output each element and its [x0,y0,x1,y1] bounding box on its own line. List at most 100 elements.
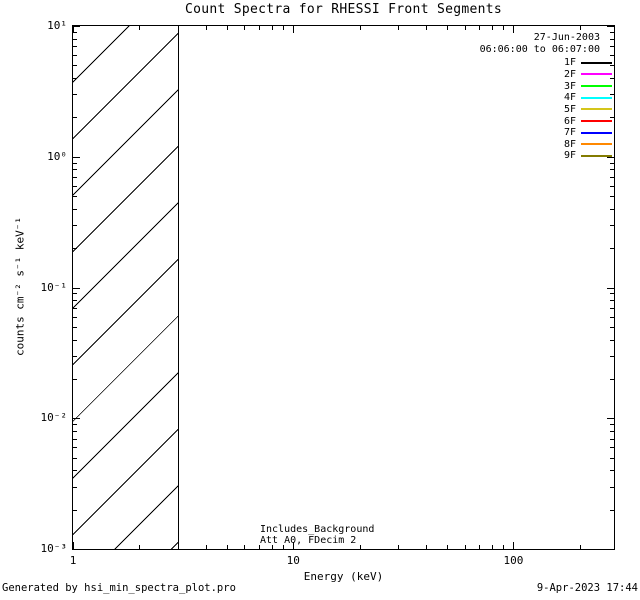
observation-date: 27-Jun-2003 [533,32,600,43]
x-axis-tick [398,26,399,30]
x-axis-tick [513,542,514,549]
y-axis-tick [73,288,80,289]
legend-label: 6F [563,115,576,127]
y-axis-tick [73,65,77,66]
x-axis-tick [178,545,179,549]
y-axis-tick [73,39,77,40]
legend-entry: 5F [564,104,612,116]
hatched-low-energy-region [73,26,179,549]
y-axis-tick [607,288,614,289]
x-axis-tick [503,26,504,30]
observation-datetime: 27-Jun-2003 06:06:00 to 06:07:00 [480,32,600,56]
y-tick-label: 10⁰ [47,149,67,163]
x-axis-tick [206,545,207,549]
legend-color-line [581,108,612,111]
y-axis-tick [73,300,77,301]
y-axis-tick [610,32,614,33]
y-axis-tick [73,424,77,425]
x-axis-tick [492,545,493,549]
x-axis-tick [178,26,179,30]
y-axis-tick [73,431,77,432]
y-axis-tick [607,26,614,27]
legend-color-line [581,73,612,76]
y-axis-tick [73,470,77,471]
y-axis-tick [610,196,614,197]
y-axis-tick [610,39,614,40]
y-axis-tick [610,300,614,301]
legend-entry: 3F [564,80,612,92]
y-axis-tick [73,340,77,341]
x-axis-tick [465,545,466,549]
y-axis-tick [610,424,614,425]
y-axis-tick [73,439,77,440]
x-axis-tick [272,545,273,549]
x-tick-label: 1 [69,554,77,567]
y-axis-tick [73,186,77,187]
y-axis-tick [610,248,614,249]
legend-entry: 2F [564,69,612,81]
y-axis-tick [610,327,614,328]
legend-entry: 7F [564,127,612,139]
y-axis-tick [73,209,77,210]
y-axis-tick [610,163,614,164]
y-tick-label: 10⁻³ [40,542,68,555]
legend-entry: 8F [564,138,612,150]
x-axis-tick [513,26,514,33]
y-axis-tick [73,26,80,27]
annotation-background: Includes_Background [260,524,375,535]
y-axis-tick [73,248,77,249]
detector-legend: 1F 2F 3F 4F 5F 6F 7F 8F 9F [564,57,612,162]
x-axis-tick [426,26,427,30]
x-axis-tick [293,542,294,549]
y-axis-tick [73,177,77,178]
x-axis-tick [206,26,207,30]
y-axis-tick [73,78,77,79]
x-axis-tick [580,545,581,549]
y-axis-tick [610,470,614,471]
y-axis-tick [73,157,80,158]
x-axis-label: Energy (keV) [303,570,384,583]
x-axis-tick [272,26,273,30]
x-axis-tick [244,545,245,549]
x-axis-tick [447,26,448,30]
y-axis-tick [607,157,614,158]
legend-label: 8F [563,138,576,150]
y-axis-tick [610,447,614,448]
y-axis-tick [610,293,614,294]
x-tick-label: 100 [503,554,524,567]
x-axis-tick [227,545,228,549]
y-axis-tick [607,549,614,550]
x-axis-tick [479,26,480,30]
legend-color-line [581,131,612,134]
y-axis-tick [73,32,77,33]
y-axis-tick [73,163,77,164]
y-tick-label: 10⁻¹ [40,280,68,294]
legend-label: 9F [563,150,576,162]
y-axis-tick [610,117,614,118]
legend-entry: 1F [564,57,612,69]
y-axis-tick [73,487,77,488]
x-axis-tick [259,545,260,549]
x-axis-tick [227,26,228,30]
legend-label: 3F [563,80,576,92]
legend-label: 1F [563,57,576,69]
legend-color-line [581,154,612,157]
y-axis-tick [610,340,614,341]
y-axis-tick [610,55,614,56]
y-axis-tick [610,78,614,79]
x-axis-tick [479,545,480,549]
legend-entry: 9F [564,150,612,162]
y-axis-tick [610,209,614,210]
legend-label: 4F [563,92,576,104]
annotation-attenuator: Att A0, FDecim 2 [260,534,357,546]
y-axis-tick [607,418,614,419]
legend-entry: 4F [564,92,612,104]
x-axis-tick [503,545,504,549]
x-axis-tick [244,26,245,30]
y-axis-tick [610,379,614,380]
x-axis-tick [259,26,260,30]
y-axis-tick [73,447,77,448]
y-axis-tick [73,117,77,118]
x-axis-tick [73,542,74,549]
